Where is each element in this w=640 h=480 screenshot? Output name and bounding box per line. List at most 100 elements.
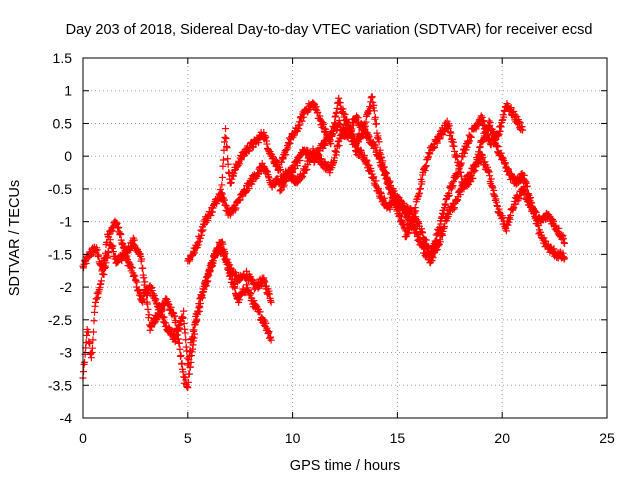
data-point bbox=[218, 173, 226, 181]
data-point bbox=[133, 278, 141, 286]
data-point bbox=[103, 238, 111, 246]
data-point bbox=[236, 296, 244, 304]
data-point bbox=[507, 212, 515, 220]
data-point bbox=[463, 143, 471, 151]
data-point bbox=[93, 295, 101, 303]
data-point bbox=[90, 317, 98, 325]
data-point bbox=[394, 205, 402, 213]
data-point bbox=[404, 228, 412, 236]
data-point bbox=[219, 162, 227, 170]
data-point bbox=[375, 138, 383, 146]
data-point bbox=[222, 125, 230, 133]
data-point bbox=[139, 264, 147, 272]
data-point bbox=[97, 277, 105, 285]
data-point bbox=[421, 245, 429, 253]
data-point bbox=[500, 113, 508, 121]
data-point bbox=[187, 358, 195, 366]
data-point bbox=[371, 113, 379, 121]
data-point bbox=[293, 162, 301, 170]
data-point bbox=[89, 336, 97, 344]
data-point bbox=[515, 118, 523, 126]
data-point bbox=[95, 251, 103, 259]
data-point bbox=[185, 370, 193, 378]
y-tick-label: -2.5 bbox=[48, 312, 72, 328]
data-point bbox=[298, 117, 306, 125]
data-point bbox=[445, 122, 453, 130]
data-point bbox=[177, 351, 185, 359]
y-tick-label: 1.5 bbox=[53, 50, 73, 66]
data-point bbox=[220, 248, 228, 256]
data-point bbox=[132, 277, 140, 285]
x-tick-label: 5 bbox=[184, 430, 192, 446]
data-point bbox=[364, 161, 372, 169]
data-point bbox=[521, 186, 529, 194]
data-point bbox=[202, 282, 210, 290]
y-tick-label: 0 bbox=[64, 148, 72, 164]
data-point bbox=[492, 136, 500, 144]
x-tick-label: 0 bbox=[79, 430, 87, 446]
data-point bbox=[366, 104, 374, 112]
data-point bbox=[418, 178, 426, 186]
data-point bbox=[180, 307, 188, 315]
data-point bbox=[344, 133, 352, 141]
x-tick-label: 20 bbox=[494, 430, 510, 446]
data-point bbox=[88, 344, 96, 352]
data-point bbox=[304, 106, 312, 114]
data-point bbox=[172, 317, 180, 325]
data-point bbox=[89, 328, 97, 336]
data-point bbox=[91, 308, 99, 316]
data-point bbox=[519, 126, 527, 134]
y-tick-label: -4 bbox=[60, 410, 73, 426]
data-point bbox=[242, 188, 250, 196]
tick-labels: -4 -3.5 -3 -2.5 -2 -1.5 -1 -0.5 0 0.5 1 1.5 0 5 10 15 20… bbox=[48, 50, 615, 446]
data-point bbox=[224, 160, 232, 168]
data-point bbox=[507, 104, 515, 112]
data-point bbox=[83, 331, 91, 339]
data-point bbox=[82, 259, 90, 267]
data-point bbox=[102, 249, 110, 257]
data-point bbox=[159, 306, 167, 314]
data-point bbox=[396, 210, 404, 218]
data-point bbox=[460, 149, 468, 157]
data-points bbox=[79, 93, 569, 392]
data-point bbox=[98, 270, 106, 278]
data-point bbox=[357, 119, 365, 127]
data-point bbox=[481, 158, 489, 166]
data-point bbox=[178, 359, 186, 367]
data-point bbox=[80, 368, 88, 376]
data-point bbox=[258, 281, 266, 289]
data-point bbox=[247, 289, 255, 297]
data-point bbox=[265, 328, 273, 336]
data-point bbox=[267, 298, 275, 306]
data-point bbox=[363, 157, 371, 165]
data-point bbox=[218, 190, 226, 198]
data-point bbox=[416, 185, 424, 193]
data-point bbox=[491, 132, 499, 140]
data-point bbox=[196, 299, 204, 307]
x-axis-label: GPS time / hours bbox=[290, 458, 400, 474]
data-point bbox=[469, 174, 477, 182]
data-point bbox=[194, 241, 202, 249]
data-point bbox=[138, 255, 146, 263]
data-point bbox=[81, 358, 89, 366]
data-point bbox=[433, 139, 441, 147]
data-point bbox=[289, 168, 297, 176]
data-point bbox=[419, 242, 427, 250]
data-point bbox=[372, 120, 380, 128]
data-point bbox=[304, 161, 312, 169]
data-point bbox=[303, 165, 311, 173]
x-tick-label: 15 bbox=[390, 430, 406, 446]
data-point bbox=[145, 311, 153, 319]
data-point bbox=[555, 224, 563, 232]
data-point bbox=[426, 150, 434, 158]
data-point bbox=[222, 135, 230, 143]
data-point bbox=[436, 238, 444, 246]
data-point bbox=[523, 182, 531, 190]
data-point bbox=[219, 156, 227, 164]
axis-ticks bbox=[82, 57, 608, 419]
series-group bbox=[79, 217, 275, 392]
data-point bbox=[341, 110, 349, 118]
data-point bbox=[380, 163, 388, 171]
chart-title: Day 203 of 2018, Sidereal Day-to-day VTE… bbox=[66, 22, 593, 38]
